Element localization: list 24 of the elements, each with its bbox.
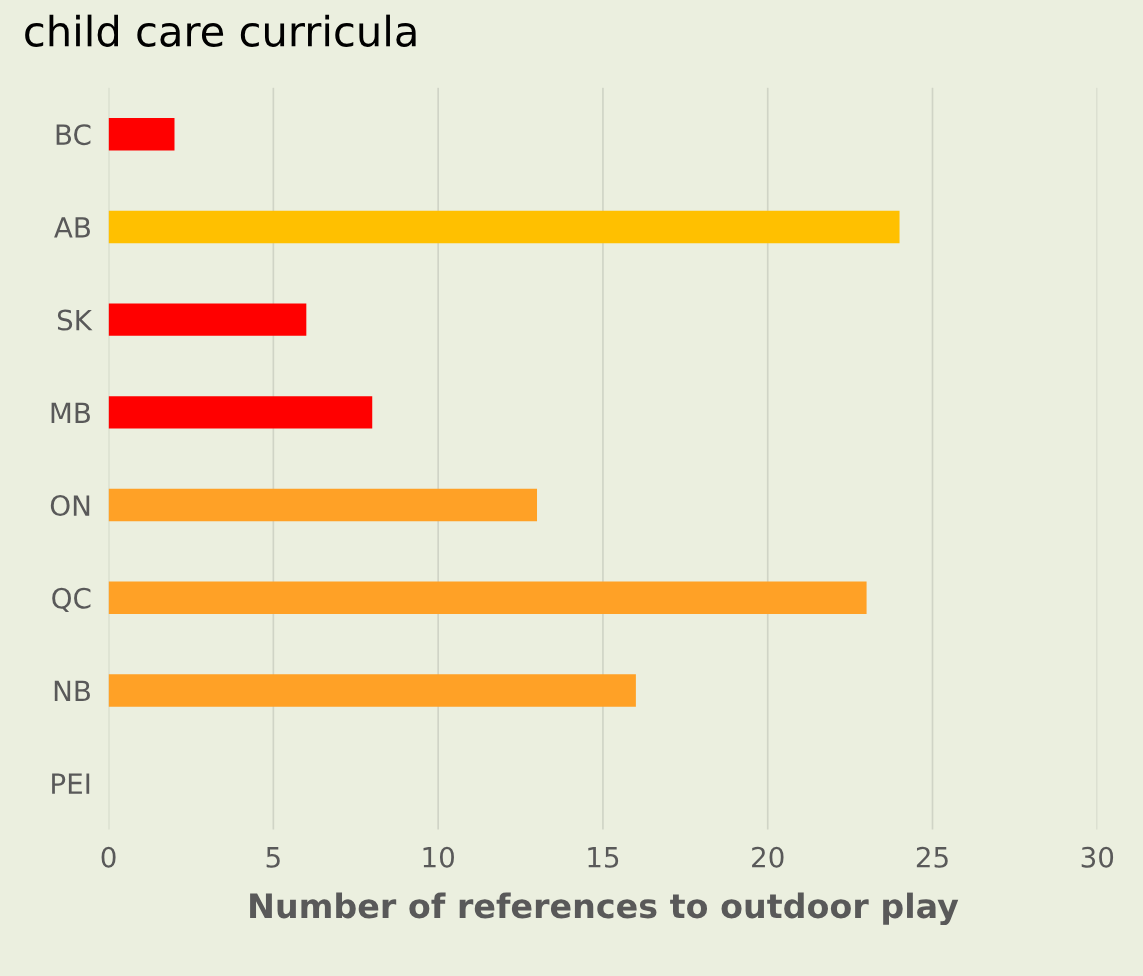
- x-tick-label: 20: [752, 846, 784, 868]
- bar: [108, 674, 636, 707]
- y-tick-label: ON: [50, 495, 90, 517]
- chart-title: child care curricula: [25, 14, 416, 47]
- x-tick-label: 30: [1081, 846, 1114, 868]
- y-tick-label: NB: [54, 680, 90, 702]
- x-tick-label: 0: [101, 846, 116, 868]
- bar: [108, 117, 175, 151]
- x-tick-label: 5: [266, 847, 280, 868]
- x-tick-label: 25: [916, 846, 948, 868]
- y-tick-label: MB: [51, 402, 90, 423]
- x-tick-label: 10: [423, 846, 454, 868]
- y-tick-label: BC: [56, 124, 91, 146]
- bar: [108, 488, 538, 522]
- bar: [108, 581, 867, 615]
- y-tick-label: PEI: [52, 773, 90, 794]
- bar: [108, 303, 307, 336]
- y-tick-label: QC: [52, 587, 91, 612]
- y-tick-label: AB: [54, 217, 90, 238]
- bar: [108, 210, 900, 244]
- x-axis-title: Number of references to outdoor play: [250, 892, 959, 926]
- bar: [108, 396, 373, 429]
- y-tick-label: SK: [57, 309, 93, 331]
- x-tick-label: 15: [588, 847, 619, 868]
